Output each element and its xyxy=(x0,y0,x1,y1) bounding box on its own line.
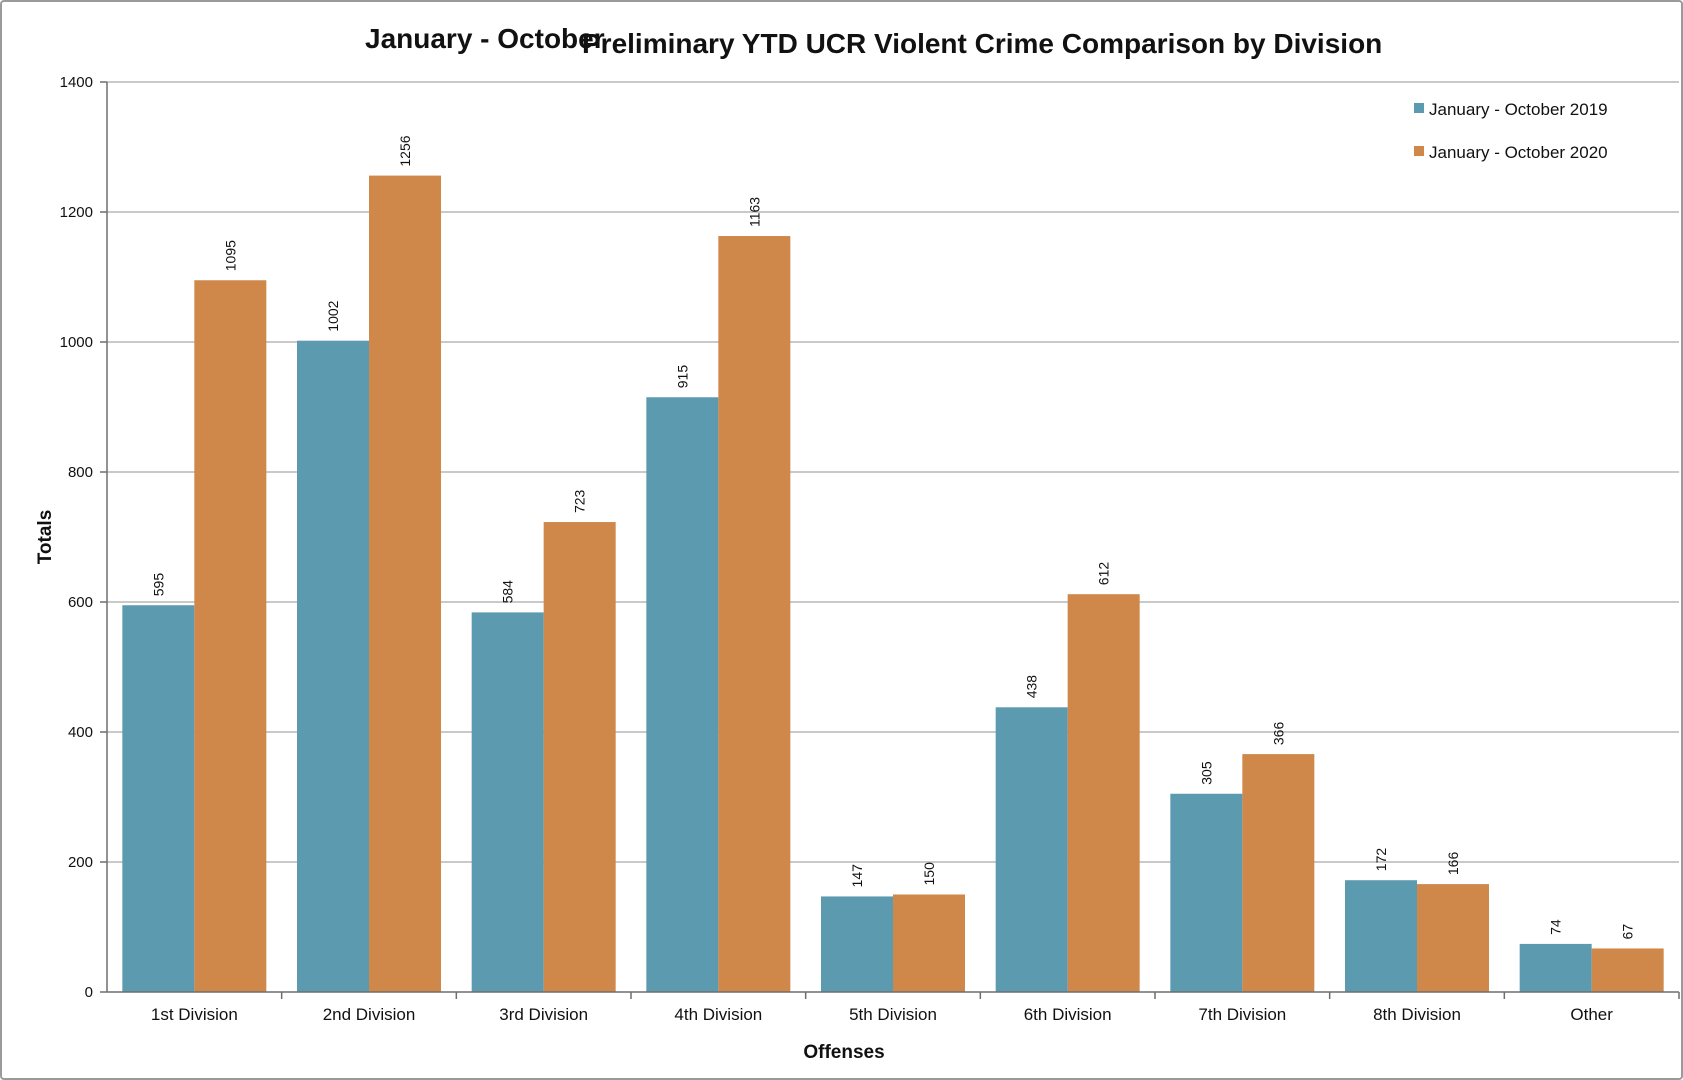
y-tick-label-1000: 1000 xyxy=(60,334,93,351)
data-label-2020-4: 1163 xyxy=(746,197,762,227)
x-axis-title: Offenses xyxy=(803,1042,884,1063)
legend-label-2020: January - October 2020 xyxy=(1429,143,1608,162)
bar-2019-3 xyxy=(471,612,544,992)
data-label-2020-6: 612 xyxy=(1096,562,1112,586)
data-labels: 595 1095 1002 1256 584 723 915 1163 147 150 438 612… xyxy=(150,135,1635,939)
data-label-2019-2: 1002 xyxy=(325,300,341,331)
legend-swatch-2020 xyxy=(1414,146,1424,156)
data-label-2020-8: 166 xyxy=(1445,852,1461,876)
category-label-5: 5th Division xyxy=(849,1005,937,1024)
legend: January - October 2019 January - October… xyxy=(1414,100,1608,162)
bar-2019-1 xyxy=(122,605,195,992)
category-label-4: 4th Division xyxy=(674,1005,762,1024)
chart-title-part-2: Preliminary YTD UCR Violent Crime Compar… xyxy=(582,28,1382,59)
bar-2020-8 xyxy=(1417,884,1489,992)
legend-label-2019: January - October 2019 xyxy=(1429,100,1608,119)
bar-2019-6 xyxy=(995,707,1068,992)
bar-2019-4 xyxy=(646,397,719,992)
y-tick-label-1200: 1200 xyxy=(60,204,93,221)
data-label-2019-7: 305 xyxy=(1198,761,1214,785)
bar-2020-6 xyxy=(1067,594,1140,992)
data-label-2020-1: 1095 xyxy=(222,240,238,271)
y-tick-label-800: 800 xyxy=(68,464,93,481)
bar-2020-3 xyxy=(543,522,616,992)
y-axis-title: Totals xyxy=(35,510,56,565)
data-label-2019-6: 438 xyxy=(1024,675,1040,699)
category-label-2: 2nd Division xyxy=(323,1005,416,1024)
bar-2019-7 xyxy=(1170,793,1243,992)
bar-2019-9 xyxy=(1519,943,1592,992)
data-label-2019-8: 172 xyxy=(1373,848,1389,872)
data-label-2019-5: 147 xyxy=(849,864,865,888)
legend-swatch-2019 xyxy=(1414,103,1424,113)
y-tick-label-200: 200 xyxy=(68,854,93,871)
chart-title-part-1: January - October xyxy=(365,23,605,54)
data-label-2020-9: 67 xyxy=(1620,924,1636,940)
y-tick-label-400: 400 xyxy=(68,724,93,741)
data-label-2019-4: 915 xyxy=(674,365,690,389)
bar-2019-2 xyxy=(297,340,369,992)
data-label-2020-5: 150 xyxy=(921,862,937,886)
bars xyxy=(122,175,1664,993)
category-label-6: 6th Division xyxy=(1024,1005,1112,1024)
bar-2020-7 xyxy=(1242,754,1315,992)
category-label-9: Other xyxy=(1570,1005,1613,1024)
category-label-1: 1st Division xyxy=(151,1005,238,1024)
bar-2020-9 xyxy=(1591,948,1664,992)
category-label-3: 3rd Division xyxy=(499,1005,588,1024)
bar-2020-1 xyxy=(194,280,267,992)
bar-2020-5 xyxy=(893,894,965,992)
y-tick-label-0: 0 xyxy=(85,984,93,1001)
data-label-2019-9: 74 xyxy=(1548,919,1564,935)
data-label-2020-2: 1256 xyxy=(397,135,413,166)
data-label-2019-3: 584 xyxy=(500,580,516,604)
data-label-2020-3: 723 xyxy=(572,489,588,513)
category-label-7: 7th Division xyxy=(1198,1005,1286,1024)
x-axis-categories: 1st Division 2nd Division 3rd Division 4th … xyxy=(151,992,1680,1024)
y-tick-label-600: 600 xyxy=(68,594,93,611)
bar-2020-2 xyxy=(369,175,441,993)
data-label-2020-7: 366 xyxy=(1270,722,1286,746)
category-label-8: 8th Division xyxy=(1373,1005,1461,1024)
bar-2019-5 xyxy=(821,896,893,992)
bar-2019-8 xyxy=(1345,880,1417,992)
data-label-2019-1: 595 xyxy=(150,573,166,597)
bar-2020-4 xyxy=(718,236,791,993)
y-tick-label-1400: 1400 xyxy=(60,74,93,91)
y-axis-ticks: 0 200 400 600 800 1000 1200 1400 xyxy=(60,74,107,1001)
